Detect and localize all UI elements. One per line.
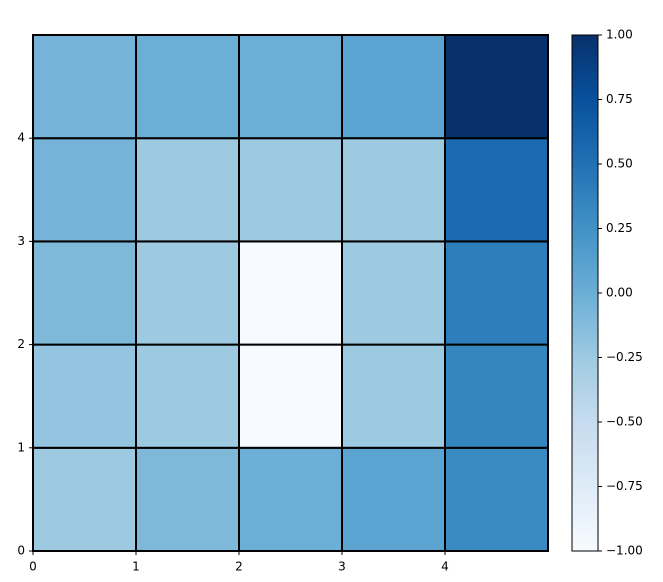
x-tick-label: 2 xyxy=(235,560,243,574)
colorbar-tick-label: 0.75 xyxy=(606,92,633,106)
cell xyxy=(135,446,240,552)
cell xyxy=(341,240,446,346)
cell xyxy=(341,343,446,449)
colorbar-tick-label: −1.00 xyxy=(606,544,643,558)
cell xyxy=(32,137,137,243)
y-tick-label: 1 xyxy=(17,440,25,454)
cell xyxy=(238,446,343,552)
colorbar-tick-label: −0.25 xyxy=(606,350,643,364)
colorbar-tick-label: 0.25 xyxy=(606,221,633,235)
cell xyxy=(32,446,137,552)
cell xyxy=(444,34,549,140)
colorbar-tick-label: −0.50 xyxy=(606,415,643,429)
cell xyxy=(32,34,137,140)
cell xyxy=(444,343,549,449)
y-tick-label: 4 xyxy=(17,131,25,145)
cell xyxy=(238,34,343,140)
cell xyxy=(341,446,446,552)
cell xyxy=(135,240,240,346)
cell xyxy=(444,446,549,552)
cell xyxy=(444,137,549,243)
axes-frame xyxy=(32,34,549,552)
y-tick-label: 3 xyxy=(17,234,25,248)
y-tick-label: 2 xyxy=(17,337,25,351)
cell xyxy=(341,137,446,243)
cell xyxy=(238,137,343,243)
cell xyxy=(444,240,549,346)
cell xyxy=(32,343,137,449)
cell xyxy=(341,34,446,140)
x-tick-label: 1 xyxy=(132,560,140,574)
cell xyxy=(135,34,240,140)
y-tick-label: 0 xyxy=(17,544,25,558)
cell xyxy=(135,343,240,449)
cell xyxy=(238,240,343,346)
x-tick-label: 3 xyxy=(338,560,346,574)
cell xyxy=(135,137,240,243)
colorbar-tick-label: 1.00 xyxy=(606,28,633,42)
colorbar-tick-label: −0.75 xyxy=(606,479,643,493)
colorbar-tick-label: 0.50 xyxy=(606,157,633,171)
x-tick-label: 4 xyxy=(441,560,449,574)
colorbar xyxy=(571,34,599,552)
cell xyxy=(32,240,137,346)
cell xyxy=(238,343,343,449)
x-tick-label: 0 xyxy=(29,560,37,574)
colorbar-tick-label: 0.00 xyxy=(606,286,633,300)
